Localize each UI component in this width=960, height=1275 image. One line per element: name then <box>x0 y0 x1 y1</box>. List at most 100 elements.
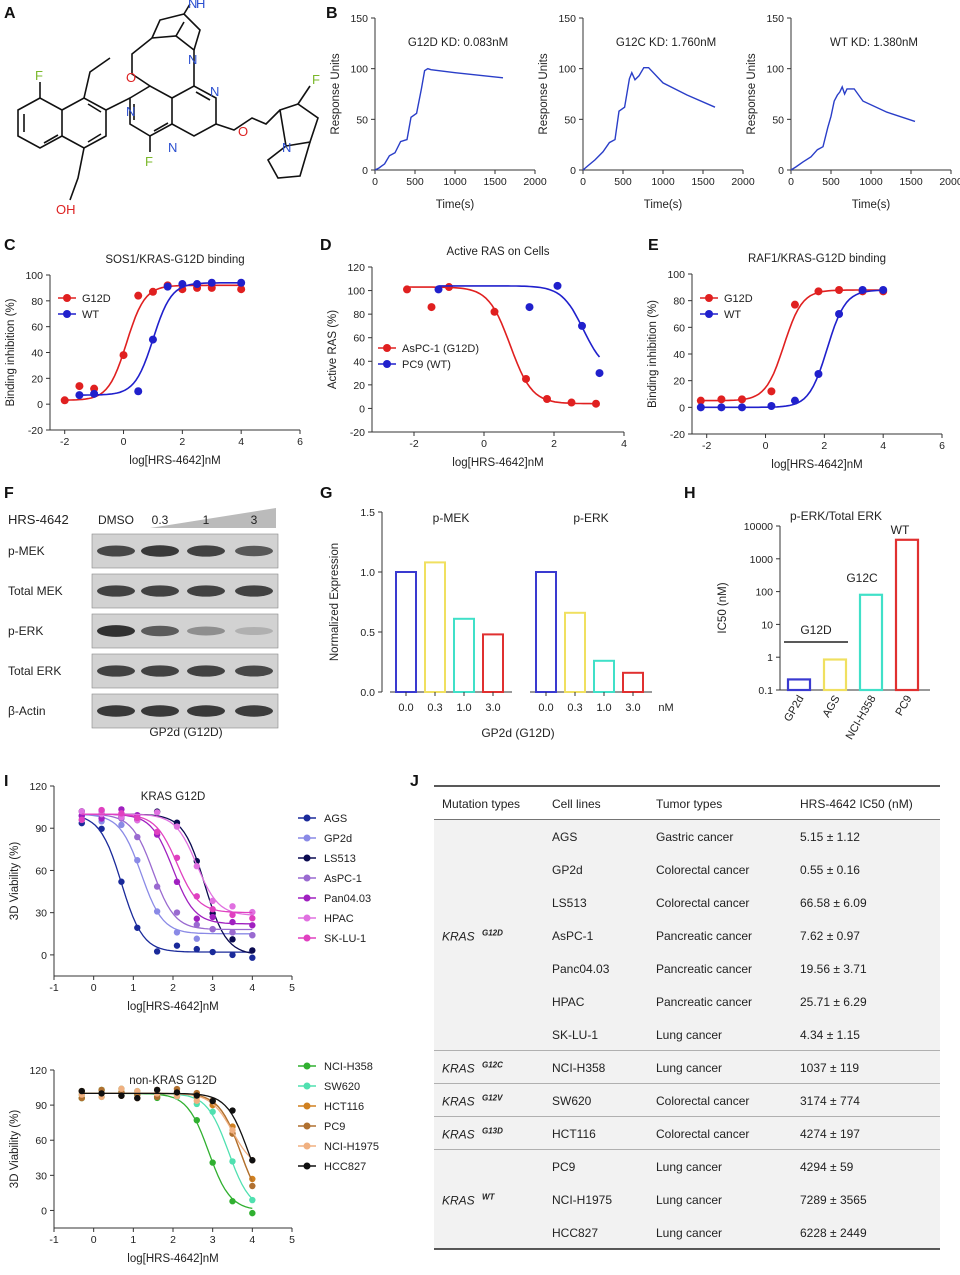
legend-label: AsPC-1 <box>324 873 362 885</box>
table-header: HRS-4642 IC50 (nM) <box>800 797 913 811</box>
oxygen-label: O <box>238 124 248 139</box>
blot-band <box>187 545 225 557</box>
table-cell: Colorectal cancer <box>656 863 749 877</box>
y-tick-label: 10 <box>761 619 773 631</box>
data-point <box>229 1198 236 1205</box>
lane-label: DMSO <box>98 513 134 527</box>
data-point <box>178 280 187 289</box>
y-tick-label: 1000 <box>750 554 774 566</box>
data-point <box>119 351 128 360</box>
nitrogen-label: N <box>282 140 291 155</box>
data-point <box>173 942 181 949</box>
legend-marker <box>705 310 713 318</box>
table-cell: Pancreatic cancer <box>656 962 752 976</box>
data-point <box>209 1097 216 1105</box>
nitrogen-label: N <box>168 140 177 155</box>
data-point <box>553 281 562 290</box>
y-tick-label: 30 <box>35 908 47 920</box>
data-point <box>153 828 161 836</box>
blot-band <box>141 705 179 717</box>
x-tick-label: 500 <box>406 176 424 188</box>
data-point <box>209 1159 216 1166</box>
fit-curve <box>438 285 601 358</box>
y-tick-label: 100 <box>667 269 685 281</box>
legend-label: WT <box>82 309 99 321</box>
data-point <box>229 1158 236 1165</box>
x-tick-label: 1 <box>130 1234 136 1246</box>
x-tick-label: 0 <box>763 440 769 452</box>
data-point <box>229 1107 236 1114</box>
y-tick-label: 1 <box>767 652 773 664</box>
fit-curve <box>81 816 253 953</box>
fluorine-label: F <box>35 68 43 83</box>
y-tick-label: 0 <box>570 165 576 177</box>
data-point <box>879 286 888 294</box>
group-annotation: G12C <box>846 571 878 585</box>
chart-title: SOS1/KRAS-G12D binding <box>105 254 244 266</box>
y-tick-label: 0 <box>37 399 43 411</box>
nitrogen-label: N <box>188 52 197 67</box>
y-tick-label: 0 <box>778 165 784 177</box>
panel-letter: F <box>4 485 14 502</box>
data-point <box>209 913 216 921</box>
x-tick-label: 0.3 <box>567 702 582 714</box>
bar <box>822 658 848 692</box>
sensorgram-line <box>374 67 504 171</box>
sensorgram-line <box>790 85 916 171</box>
data-point <box>814 370 823 378</box>
table-cell: 3174 ± 774 <box>800 1094 860 1108</box>
x-tick-label: 1500 <box>899 176 923 188</box>
data-point <box>835 310 844 318</box>
y-tick-label: 50 <box>564 114 576 126</box>
y-axis-label: Normalized Expression <box>329 543 341 661</box>
data-point <box>134 1094 141 1102</box>
x-tick-label: 2000 <box>939 176 960 188</box>
x-tick-label: 0 <box>788 176 794 188</box>
sensorgram-chart: 0 500 1000 1500 2000 0 50 100 150 G12C KD: 1.760n… <box>538 13 755 211</box>
data-point <box>207 278 216 287</box>
dose-gradient-wedge <box>150 508 276 528</box>
data-point <box>578 321 586 330</box>
data-point <box>193 893 200 900</box>
table-cell: 25.71 ± 6.29 <box>800 995 867 1009</box>
legend-marker <box>303 854 311 862</box>
panel-letter: D <box>320 237 332 254</box>
data-point <box>193 935 200 942</box>
legend-label: G12D <box>724 293 753 305</box>
table-header: Mutation types <box>442 797 520 811</box>
legend-label: HPAC <box>324 913 354 925</box>
blot-band <box>235 665 273 677</box>
data-point <box>134 857 141 864</box>
blot-row-label: p-ERK <box>8 624 43 638</box>
fit-curve <box>81 813 253 914</box>
y-tick-label: 0 <box>41 950 47 962</box>
data-point <box>193 863 200 870</box>
table-cell: LS513 <box>552 896 587 910</box>
x-tick-label: 5 <box>289 1234 295 1246</box>
data-point <box>249 1209 256 1217</box>
data-point <box>193 1116 200 1124</box>
x-tick-label: 2000 <box>523 176 547 188</box>
mutation-label: KRAS <box>442 1128 475 1142</box>
data-point <box>738 403 746 412</box>
blot-row-label: Total ERK <box>8 664 61 678</box>
y-axis-label: Response Units <box>746 53 758 134</box>
western-blot-panel: HRS-4642 DMSO 0.3 1 3 p-MEK Total MEK p-ERK Tota… <box>8 508 279 739</box>
x-tick-label: 1500 <box>483 176 507 188</box>
x-tick-label: 5 <box>289 982 295 994</box>
legend-marker <box>63 310 71 318</box>
data-point <box>717 395 726 404</box>
data-point <box>78 816 85 823</box>
legend-marker <box>303 1062 311 1070</box>
hydroxyl-label: OH <box>56 202 76 217</box>
data-point <box>98 806 105 814</box>
group-annotation: WT <box>891 523 910 537</box>
mutation-superscript: G12V <box>482 1094 503 1103</box>
bar <box>535 571 557 693</box>
legend-marker <box>303 934 311 942</box>
data-point <box>229 1127 236 1134</box>
x-tick-label: AGS <box>821 694 843 720</box>
data-point <box>98 1090 105 1097</box>
table-cell: NCI-H358 <box>552 1061 606 1075</box>
legend-marker <box>303 874 311 882</box>
